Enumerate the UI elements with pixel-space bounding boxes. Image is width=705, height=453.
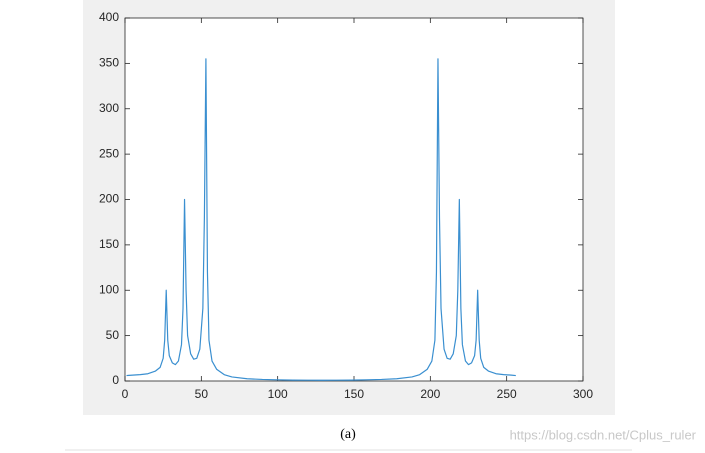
x-tick-label: 0 <box>122 387 129 401</box>
watermark: https://blog.csdn.net/Cplus_ruler <box>510 427 697 442</box>
x-tick-label: 200 <box>420 387 440 401</box>
x-tick-label: 300 <box>573 387 593 401</box>
y-tick-label: 400 <box>99 10 119 24</box>
x-tick-label: 50 <box>195 387 209 401</box>
y-tick-label: 300 <box>99 101 119 115</box>
y-tick-label: 0 <box>112 373 119 387</box>
y-tick-label: 250 <box>99 146 119 160</box>
data-line <box>126 58 516 381</box>
x-tick-label: 250 <box>497 387 517 401</box>
x-tick-label: 100 <box>268 387 288 401</box>
y-tick-label: 350 <box>99 56 119 70</box>
y-tick-label: 50 <box>106 328 120 342</box>
plot-area <box>124 17 584 382</box>
caption: (a) <box>340 427 356 442</box>
y-tick-label: 150 <box>99 237 119 251</box>
y-tick-label: 200 <box>99 192 119 206</box>
y-tick-label: 100 <box>99 282 119 296</box>
x-tick-label: 150 <box>344 387 364 401</box>
